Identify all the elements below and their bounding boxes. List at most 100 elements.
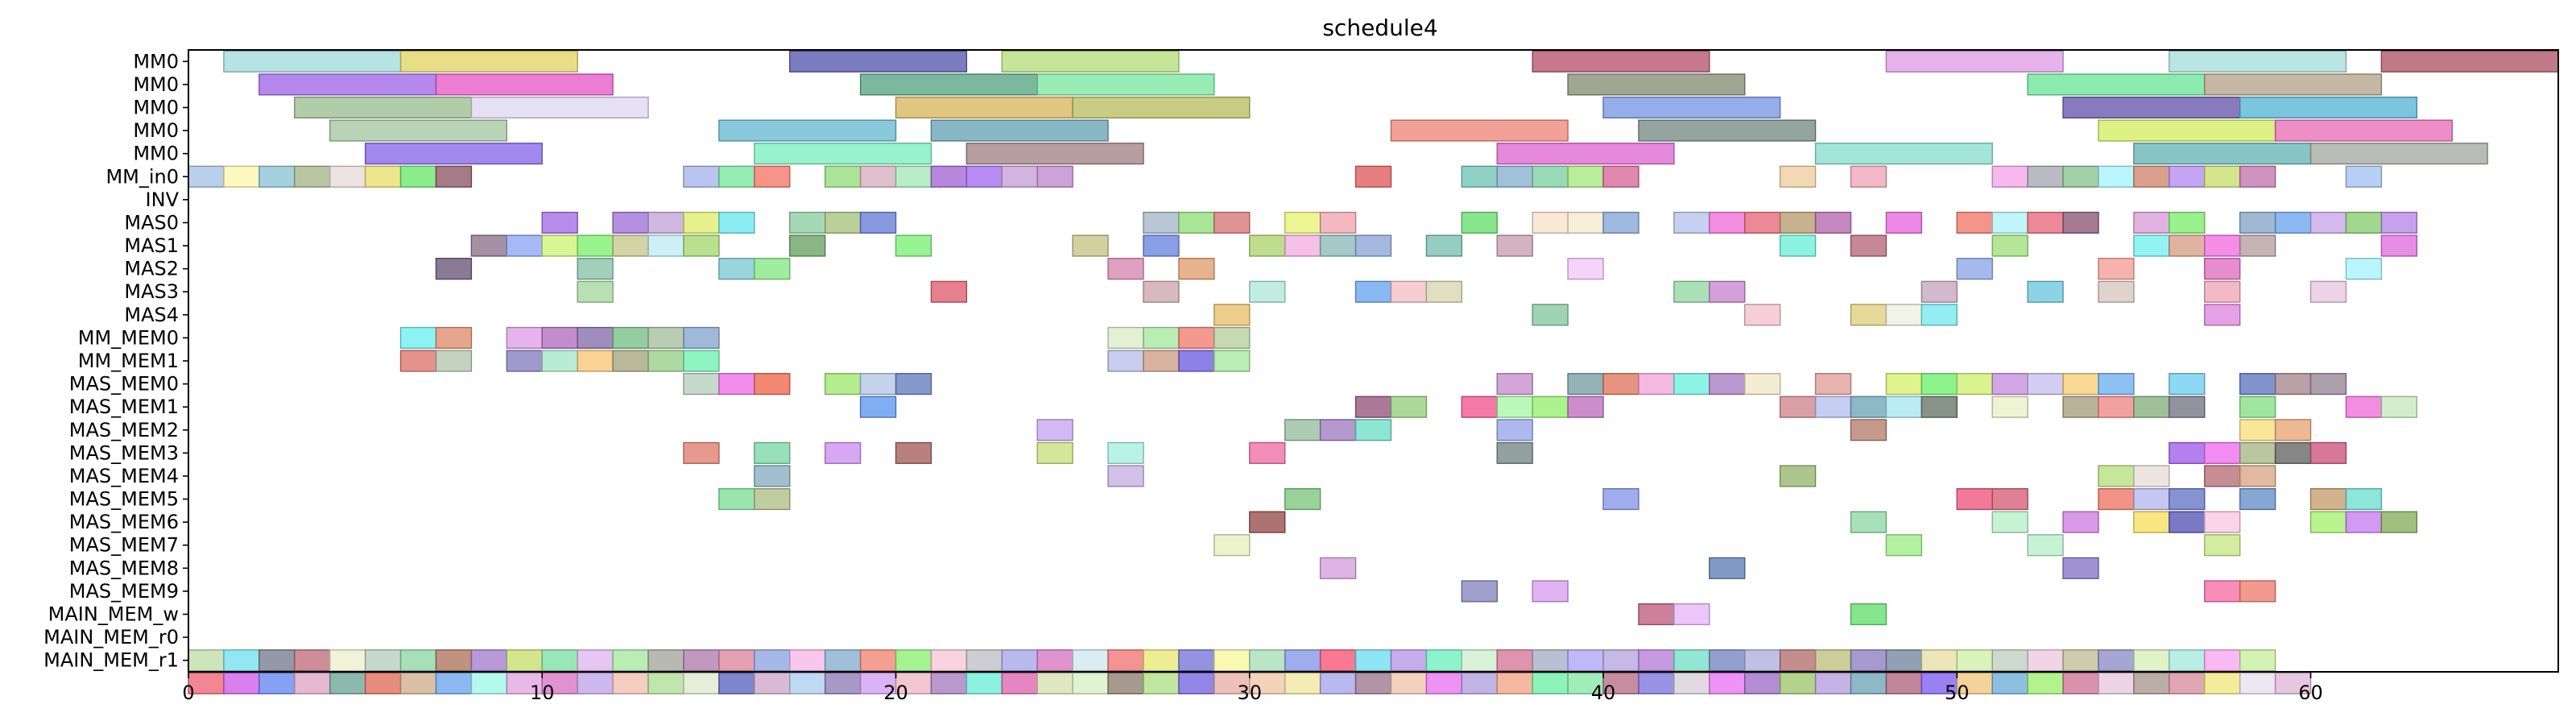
task-bar [1072, 234, 1109, 257]
task-bar [1779, 649, 1817, 672]
row-label: MAIN_MEM_r0 [43, 626, 179, 648]
task-bar [2274, 211, 2312, 234]
task-bar [1249, 511, 1286, 533]
task-bar [1991, 396, 2028, 418]
task-bar [1602, 487, 1639, 511]
task-bar [612, 350, 649, 372]
task-bar [577, 234, 614, 257]
row-label: MM0 [133, 143, 179, 165]
task-bar [2133, 396, 2170, 418]
task-bar [1390, 649, 1428, 672]
task-bar [1319, 234, 1357, 257]
row-label: MAS1 [124, 234, 179, 257]
task-bar [541, 350, 578, 372]
task-bar [1425, 234, 1463, 257]
task-bar [2239, 672, 2276, 694]
task-bar [1991, 487, 2028, 511]
task-bar [1885, 396, 1923, 418]
task-bar [506, 672, 543, 694]
task-bar [1461, 165, 1498, 188]
task-bar [2098, 280, 2135, 303]
task-bar [188, 165, 225, 188]
task-bar [1779, 465, 1817, 487]
task-bar [1072, 672, 1109, 694]
task-bar [683, 649, 720, 672]
task-bar [1319, 211, 1357, 234]
row-label: MAIN_MEM_w [48, 603, 179, 626]
task-bar [824, 373, 862, 396]
task-bar [1638, 649, 1675, 672]
task-bar [2239, 165, 2276, 188]
task-bar [824, 672, 862, 694]
task-bar [1567, 672, 1604, 694]
task-bar [1956, 258, 1993, 280]
task-bar [1354, 280, 1392, 303]
task-bar [1461, 211, 1498, 234]
row-label: MM0 [133, 50, 179, 72]
task-bar [294, 96, 473, 119]
task-bar [1178, 672, 1215, 694]
task-bar [470, 672, 508, 694]
task-bar [718, 165, 755, 188]
task-bar [718, 258, 755, 280]
task-bar [2098, 119, 2276, 142]
task-bar [1072, 649, 1109, 672]
task-bar [1461, 580, 1498, 603]
row-label: MAS2 [124, 258, 179, 280]
task-bar [930, 165, 968, 188]
task-bar [1602, 373, 1639, 396]
task-bar [1814, 672, 1852, 694]
task-bar [1602, 649, 1639, 672]
task-bar [2062, 96, 2241, 119]
task-bar [1991, 649, 2028, 672]
task-bar [2309, 280, 2347, 303]
task-bar [2239, 373, 2276, 396]
task-bar [1532, 211, 1569, 234]
task-bar [2098, 487, 2135, 511]
task-bar [2309, 487, 2347, 511]
task-bar [1638, 119, 1817, 142]
task-bar [683, 234, 720, 257]
row-label: MAS_MEM3 [69, 441, 179, 464]
task-bar [2380, 211, 2417, 234]
task-bar [1214, 326, 1251, 349]
task-bar [1956, 487, 1993, 511]
task-bar [1602, 165, 1639, 188]
task-bar [399, 326, 437, 349]
task-bar [435, 326, 473, 349]
task-bar [1709, 672, 1746, 694]
task-bar [1178, 350, 1215, 372]
task-bar [1921, 649, 1958, 672]
task-bar [2062, 511, 2099, 533]
task-bar [1284, 649, 1321, 672]
task-bar [1532, 165, 1569, 188]
task-bar [1249, 234, 1286, 257]
task-bar [506, 350, 543, 372]
task-bar [2027, 280, 2064, 303]
task-bar [2204, 672, 2241, 694]
task-bar [895, 234, 932, 257]
task-bar [1885, 373, 1923, 396]
task-bar [1107, 326, 1144, 349]
task-bar [1532, 304, 1569, 326]
task-bar [1214, 304, 1251, 326]
task-bar [647, 211, 684, 234]
task-bar [824, 441, 862, 464]
task-bar [683, 441, 720, 464]
task-bar [2309, 441, 2347, 464]
task-bar [1532, 672, 1569, 694]
task-bars [188, 50, 2559, 694]
task-bar [1319, 419, 1357, 441]
task-bar [859, 373, 897, 396]
task-bar [1991, 373, 2028, 396]
task-bar [2239, 487, 2276, 511]
task-bar [1107, 465, 1144, 487]
task-bar [506, 326, 543, 349]
task-bar [1107, 441, 1144, 464]
task-bar [2133, 143, 2312, 165]
row-label: MAS_MEM5 [69, 488, 179, 511]
task-bar [1991, 234, 2028, 257]
task-bar [1567, 649, 1604, 672]
task-bar [824, 649, 862, 672]
task-bar [364, 649, 402, 672]
